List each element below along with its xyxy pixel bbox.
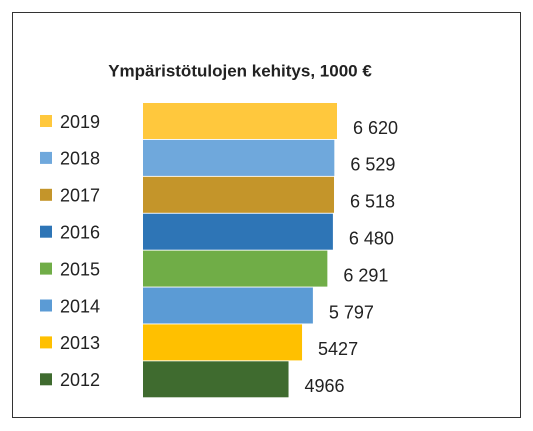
value-label: 5427 (318, 339, 358, 359)
legend-swatch (40, 225, 52, 238)
legend-label: 2018 (60, 149, 100, 169)
legend-swatch (40, 373, 52, 386)
chart-title: Ympäristötulojen kehitys, 1000 € (108, 61, 372, 80)
bar (143, 213, 333, 250)
bar (143, 250, 328, 287)
legend-label: 2016 (60, 222, 100, 242)
legend-swatch (40, 336, 52, 349)
bar (143, 361, 289, 398)
value-label: 6 620 (353, 118, 398, 138)
legend-swatch (40, 299, 52, 312)
value-label: 6 529 (350, 155, 395, 175)
legend-swatch (40, 188, 52, 201)
bar (143, 139, 335, 176)
bar (143, 103, 337, 139)
value-label: 6 480 (349, 228, 394, 248)
legend-swatch (40, 151, 52, 164)
legend-label: 2015 (60, 259, 100, 279)
value-label: 4966 (305, 376, 345, 396)
bar (143, 287, 313, 324)
value-label: 6 291 (343, 265, 388, 285)
value-label: 5 797 (329, 302, 374, 322)
legend-label: 2017 (60, 186, 100, 206)
legend-label: 2019 (60, 112, 100, 132)
legend-label: 2012 (60, 370, 100, 390)
legend-swatch (40, 115, 52, 127)
legend-label: 2013 (60, 333, 100, 353)
legend-label: 2014 (60, 296, 100, 316)
value-label: 6 518 (350, 192, 395, 212)
bar (143, 176, 335, 213)
bar (143, 324, 303, 361)
legend-swatch (40, 262, 52, 275)
